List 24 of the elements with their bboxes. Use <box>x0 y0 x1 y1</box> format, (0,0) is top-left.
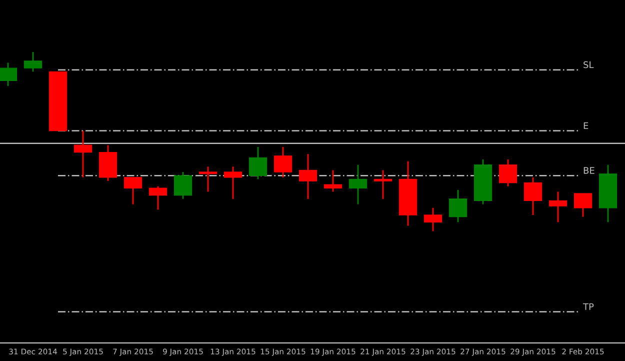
candlestick <box>224 166 242 200</box>
candlestick <box>248 146 268 180</box>
candlestick <box>374 170 392 200</box>
candlestick <box>24 51 42 72</box>
candlestick <box>324 170 342 192</box>
candlestick <box>348 164 368 205</box>
candlestick <box>298 153 318 200</box>
ref-line-label: BE <box>584 167 594 174</box>
candlestick <box>424 207 442 232</box>
candlestick <box>148 186 168 210</box>
candlestick <box>574 192 592 218</box>
candlestick <box>124 176 142 205</box>
candlestick <box>198 166 218 192</box>
ref-line-label: E <box>584 122 588 129</box>
candlestick <box>74 130 92 178</box>
candlestick <box>524 176 542 216</box>
candlestick <box>498 158 518 188</box>
candlestick <box>0 62 18 87</box>
ref-line-label: SL <box>584 61 594 68</box>
ref-line-label: TP <box>582 303 594 310</box>
candlestick <box>174 171 192 200</box>
candlestick <box>548 191 568 223</box>
candlestick <box>448 189 468 223</box>
candlestick <box>274 146 292 178</box>
